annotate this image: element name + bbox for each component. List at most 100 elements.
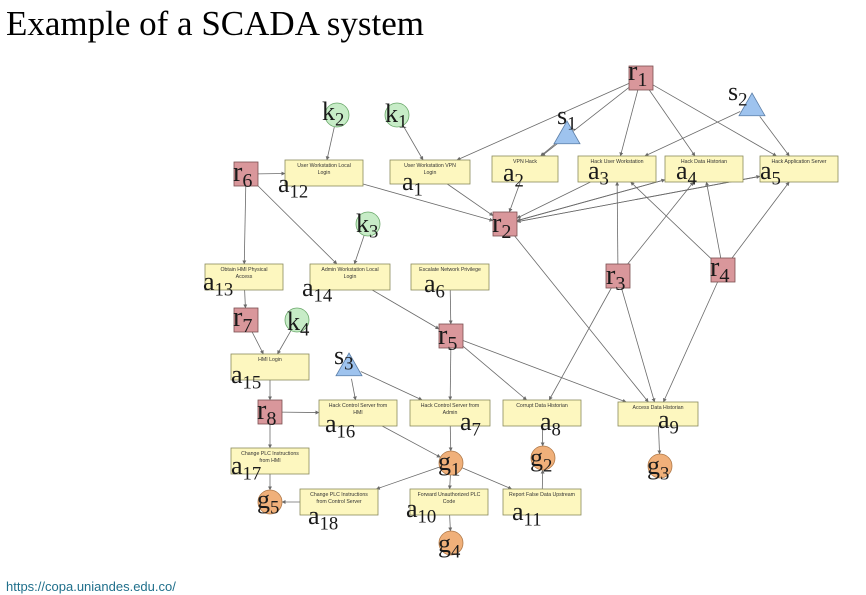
label-a18: a18 [308,501,338,535]
action-text-a17: from HMI [259,458,280,464]
edge-r6-a13 [242,185,247,265]
label-a2: a2 [503,158,524,192]
edge-r4-a3 [630,181,712,259]
label-s3: s3 [334,341,353,375]
action-text-a7: Admin [443,410,458,416]
goal-g5 [257,489,283,515]
skill-s1 [553,120,581,145]
label-g1: g1 [438,447,460,481]
edge-r1-a4 [648,89,696,157]
goal-g2 [530,445,556,471]
edge-s3-a16 [351,378,357,401]
action-text-a8: Corrupt Data Historian [516,403,568,409]
knowledge-k1 [384,102,410,128]
label-r1: r1 [628,56,647,91]
skill-s2 [738,92,766,117]
edge-g1-a18 [375,466,440,490]
action-a6: Escalate Network Privilege [410,263,490,291]
action-a2: VPN Hack [491,155,559,183]
action-text-a3: Hack User Workstation [591,159,644,165]
labels-layer: a1 a2 a3 a4 a5 a6 a7 a8 a9 a10 a11 a12 a13 a14 a15 a16 a… [203,56,781,563]
label-a14: a14 [302,273,333,307]
label-r8: r8 [257,395,276,430]
resource-r2 [492,211,518,237]
goal-g4 [438,530,464,556]
action-a5: Hack Application Server [759,155,839,183]
action-text-a2: VPN Hack [513,159,537,165]
edge-r6-a14 [257,185,338,265]
label-a16: a16 [325,409,355,443]
action-text-a11: Report False Data Upstream [509,492,575,498]
goal-g3 [647,453,673,479]
edge-a7-g1 [448,425,453,452]
action-text-a15: HMI Login [258,357,282,363]
knowledge-k4 [284,307,310,333]
action-a9: Access Data Historian [617,401,699,427]
edge-g1-a11 [461,467,513,490]
label-a10: a10 [406,494,436,528]
edge-a16-g1 [381,425,441,458]
edge-a14-r5 [372,289,440,330]
edge-a6-r5 [448,289,453,325]
edges-layer [242,82,790,532]
label-g2: g2 [530,443,552,477]
edge-r5-a7 [448,347,453,401]
edge-r4-a5 [731,181,790,259]
label-s1: s1 [557,101,576,135]
edge-r4-a9 [663,281,718,403]
action-text-a7: Hack Control Server from [421,403,480,409]
action-text-a18: from Control Server [316,499,362,505]
edge-s1-a2 [540,142,558,157]
label-a15: a15 [231,360,261,394]
label-r6: r6 [233,157,252,192]
label-g5: g5 [257,485,279,519]
label-a4: a4 [676,156,698,190]
action-text-a9: Access Data Historian [632,405,683,411]
action-text-a14: Login [344,274,357,280]
action-text-a10: Code [443,499,456,505]
action-text-a1: Login [424,170,437,176]
action-a15: HMI Login [230,353,310,381]
edge-s2-a3 [644,111,741,157]
page-title: Example of a SCADA system [6,4,425,43]
edge-r5-a8 [462,345,527,401]
action-text-a1: User Workstation VPN [404,163,456,169]
label-r7: r7 [233,302,252,337]
label-a13: a13 [203,267,233,301]
label-a6: a6 [424,269,445,303]
resource-r1 [628,65,654,91]
edge-g1-a10 [447,474,452,490]
edge-a9-g3 [657,425,662,455]
edge-s3-a7 [360,371,423,401]
edge-r3-a4 [627,181,694,265]
edge-a10-g4 [448,514,453,532]
edge-k4-a15 [277,330,292,355]
footer-url: https://copa.uniandes.edu.co/ [6,579,176,594]
skill-s3 [335,352,363,377]
label-k1: k1 [385,99,407,133]
edge-r3-a8 [548,287,612,401]
edge-a3-r2 [516,181,591,219]
edge-r5-a9 [462,340,627,403]
label-a11: a11 [512,497,542,531]
action-text-a5: Hack Application Server [771,159,826,165]
knowledge-k2 [324,102,350,128]
edge-a13-r7 [243,289,248,309]
label-a17: a17 [231,451,261,485]
action-text-a10: Forward Unauthorized PLC [418,492,481,498]
resource-r3 [605,263,631,289]
label-k2: k2 [322,97,344,131]
label-a9: a9 [658,405,679,439]
edge-a1-r2 [447,183,494,217]
edge-r2-a4 [516,178,666,222]
label-a5: a5 [760,156,781,190]
action-a3: Hack User Workstation [577,155,657,183]
label-g4: g4 [438,529,461,563]
